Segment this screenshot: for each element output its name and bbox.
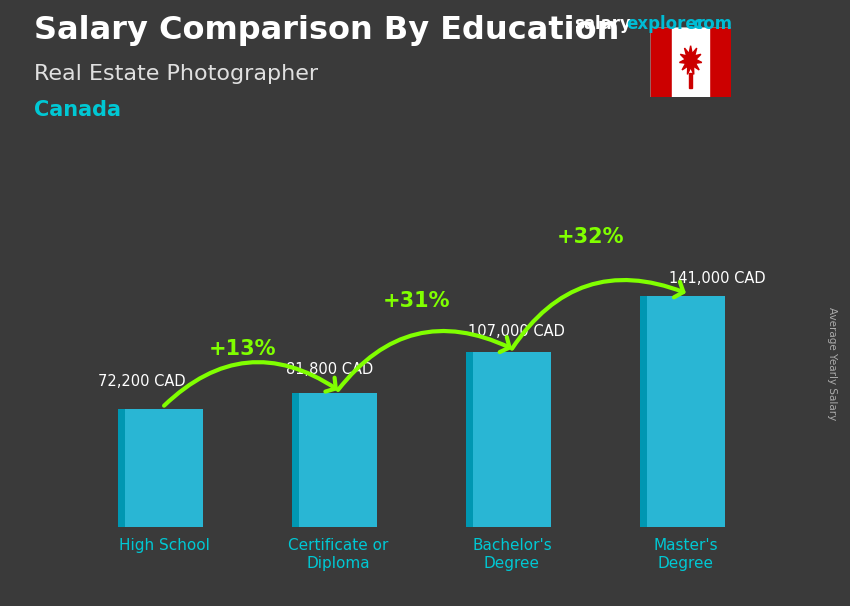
Text: 81,800 CAD: 81,800 CAD: [286, 362, 373, 377]
Text: 141,000 CAD: 141,000 CAD: [669, 271, 765, 287]
FancyBboxPatch shape: [125, 409, 203, 527]
Polygon shape: [118, 409, 125, 527]
Text: +31%: +31%: [382, 291, 450, 311]
Bar: [710, 27, 731, 97]
Bar: [689, 73, 692, 88]
Polygon shape: [640, 296, 647, 527]
Text: Canada: Canada: [34, 100, 121, 120]
Text: 72,200 CAD: 72,200 CAD: [98, 375, 185, 389]
Bar: [672, 27, 710, 97]
Text: Real Estate Photographer: Real Estate Photographer: [34, 64, 318, 84]
Text: +13%: +13%: [208, 339, 276, 359]
Text: Average Yearly Salary: Average Yearly Salary: [827, 307, 837, 420]
Text: explorer: explorer: [626, 15, 706, 33]
Text: .com: .com: [688, 15, 733, 33]
Polygon shape: [679, 45, 702, 75]
Text: 107,000 CAD: 107,000 CAD: [468, 324, 565, 339]
Text: Salary Comparison By Education: Salary Comparison By Education: [34, 15, 620, 46]
Text: +32%: +32%: [557, 227, 624, 247]
Polygon shape: [466, 352, 473, 527]
Text: salary: salary: [574, 15, 631, 33]
Polygon shape: [292, 393, 299, 527]
Bar: [650, 27, 672, 97]
FancyBboxPatch shape: [299, 393, 377, 527]
FancyBboxPatch shape: [473, 352, 551, 527]
FancyBboxPatch shape: [647, 296, 725, 527]
